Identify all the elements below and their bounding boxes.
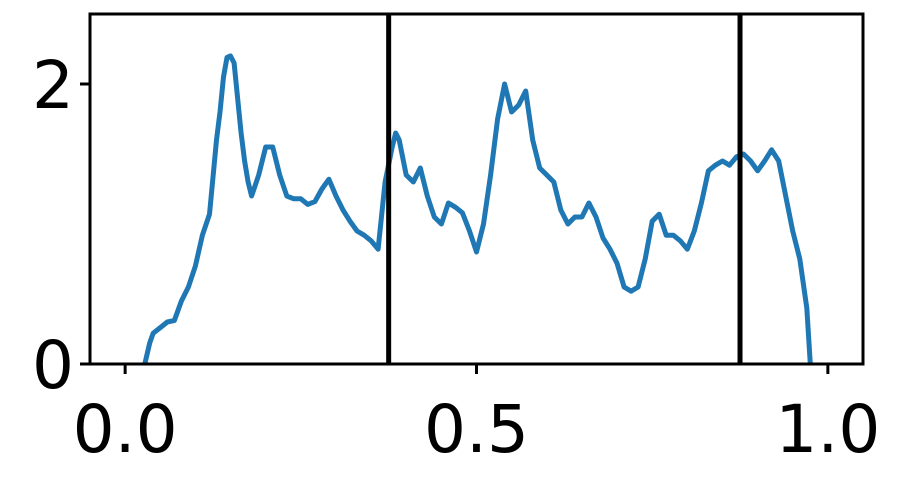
y-tick-label: 2	[32, 47, 74, 124]
series-line-0	[142, 53, 813, 365]
series-layer	[142, 53, 813, 365]
x-tick-label: 0.5	[424, 391, 529, 468]
x-axis-ticks: 0.0 0.5 1.0	[73, 364, 880, 468]
y-tick-label: 0	[32, 327, 74, 404]
x-tick-label: 1.0	[775, 391, 880, 468]
axes-frame	[88, 12, 865, 366]
vertical-lines	[386, 14, 743, 364]
x-tick-label: 0.0	[73, 391, 178, 468]
y-axis-ticks: 02	[32, 47, 90, 404]
